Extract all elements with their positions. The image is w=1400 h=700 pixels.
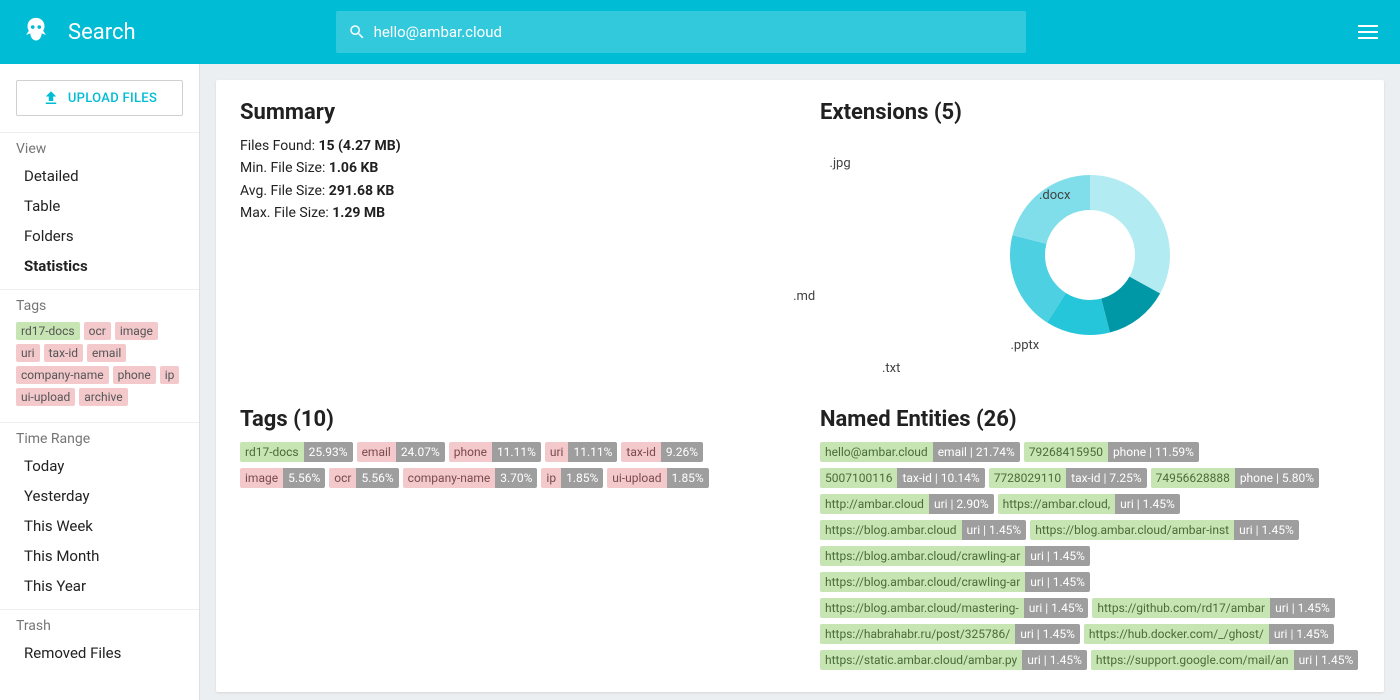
app-logo [16, 12, 56, 52]
summary-panel: Summary Files Found: 15 (4.27 MB)Min. Fi… [240, 100, 780, 375]
chip-https-blog-ambar-cloud[interactable]: https://blog.ambar.clouduri | 1.45% [820, 520, 1026, 540]
nav-item-this-year[interactable]: This Year [0, 571, 199, 601]
nav-item-removed-files[interactable]: Removed Files [0, 638, 199, 668]
extensions-donut-chart: .docx.pptx.txt.md.jpg [820, 135, 1360, 375]
main-content: Summary Files Found: 15 (4.27 MB)Min. Fi… [200, 64, 1400, 700]
tags-title: Tags (10) [240, 407, 780, 432]
donut-slice-docx[interactable] [1090, 175, 1170, 294]
sidebar-tag-image[interactable]: image [115, 322, 158, 340]
chip-https-hub-docker-com-ghost-[interactable]: https://hub.docker.com/_/ghost/uri | 1.4… [1084, 624, 1334, 644]
summary-line: Max. File Size: 1.29 MB [240, 202, 780, 224]
section-trash: Trash [0, 609, 199, 638]
nav-item-table[interactable]: Table [0, 191, 199, 221]
chip-https-github-com-rd17-ambar[interactable]: https://github.com/rd17/ambaruri | 1.45% [1092, 598, 1334, 618]
chip-uri[interactable]: uri11.11% [545, 442, 618, 462]
upload-button[interactable]: UPLOAD FILES [16, 80, 183, 116]
sidebar-tag-uri[interactable]: uri [16, 344, 40, 362]
donut-label-pptx: .pptx [1010, 338, 1039, 353]
sidebar-tag-email[interactable]: email [87, 344, 126, 362]
nav-item-statistics[interactable]: Statistics [0, 251, 199, 281]
chip-email[interactable]: email24.07% [357, 442, 445, 462]
chip-5007100116[interactable]: 5007100116tax-id | 10.14% [820, 468, 985, 488]
nav-item-this-month[interactable]: This Month [0, 541, 199, 571]
sidebar-tag-ocr[interactable]: ocr [84, 322, 111, 340]
donut-label-md: .md [793, 289, 815, 304]
chip-ocr[interactable]: ocr5.56% [329, 468, 398, 488]
extensions-title: Extensions (5) [820, 100, 1360, 125]
donut-label-docx: .docx [1039, 188, 1070, 203]
nav-item-this-week[interactable]: This Week [0, 511, 199, 541]
sidebar-tag-tax-id[interactable]: tax-id [44, 344, 83, 362]
sidebar-tag-ui-upload[interactable]: ui-upload [16, 388, 75, 406]
summary-line: Avg. File Size: 291.68 KB [240, 180, 780, 202]
chip-https-blog-ambar-cloud-mastering-[interactable]: https://blog.ambar.cloud/mastering-uri |… [820, 598, 1088, 618]
upload-icon [42, 89, 60, 107]
sidebar-tag-phone[interactable]: phone [113, 366, 156, 384]
chip-hello-ambar-cloud[interactable]: hello@ambar.cloudemail | 21.74% [820, 442, 1020, 462]
tags-panel: Tags (10) rd17-docs25.93%email24.07%phon… [240, 407, 780, 672]
summary-line: Min. File Size: 1.06 KB [240, 157, 780, 179]
entities-panel: Named Entities (26) hello@ambar.cloudema… [820, 407, 1360, 672]
chip-https-static-ambar-cloud-ambar-py[interactable]: https://static.ambar.cloud/ambar.pyuri |… [820, 650, 1087, 670]
search-icon [348, 23, 366, 41]
chip-https-blog-ambar-cloud-crawling-ar[interactable]: https://blog.ambar.cloud/crawling-aruri … [820, 546, 1090, 566]
entities-title: Named Entities (26) [820, 407, 1360, 432]
donut-label-txt: .txt [882, 361, 900, 376]
chip-http-ambar-cloud[interactable]: http://ambar.clouduri | 2.90% [820, 494, 994, 514]
chip-https-ambar-cloud-[interactable]: https://ambar.cloud,uri | 1.45% [998, 494, 1180, 514]
summary-title: Summary [240, 100, 780, 125]
sidebar-tag-rd17-docs[interactable]: rd17-docs [16, 322, 80, 340]
chip-tax-id[interactable]: tax-id9.26% [621, 442, 703, 462]
app-title: Search [68, 20, 136, 45]
section-view: View [0, 132, 199, 161]
sidebar-tag-archive[interactable]: archive [79, 388, 127, 406]
search-input[interactable] [366, 23, 1014, 41]
summary-line: Files Found: 15 (4.27 MB) [240, 135, 780, 157]
chip-https-blog-ambar-cloud-ambar-inst[interactable]: https://blog.ambar.cloud/ambar-insturi |… [1030, 520, 1299, 540]
upload-label: UPLOAD FILES [68, 91, 157, 106]
section-time: Time Range [0, 422, 199, 451]
chip-79268415950[interactable]: 79268415950phone | 11.59% [1024, 442, 1199, 462]
extensions-panel: Extensions (5) .docx.pptx.txt.md.jpg [820, 100, 1360, 375]
chip-company-name[interactable]: company-name3.70% [403, 468, 538, 488]
search-bar[interactable] [336, 11, 1026, 53]
menu-icon[interactable] [1352, 16, 1384, 48]
sidebar: UPLOAD FILES View DetailedTableFoldersSt… [0, 64, 200, 700]
chip-rd17-docs[interactable]: rd17-docs25.93% [240, 442, 353, 462]
chip-ip[interactable]: ip1.85% [541, 468, 603, 488]
section-tags: Tags [0, 289, 199, 318]
nav-item-detailed[interactable]: Detailed [0, 161, 199, 191]
chip-https-blog-ambar-cloud-crawling-ar[interactable]: https://blog.ambar.cloud/crawling-aruri … [820, 572, 1090, 592]
chip-7728029110[interactable]: 7728029110tax-id | 7.25% [989, 468, 1147, 488]
nav-item-today[interactable]: Today [0, 451, 199, 481]
donut-slice-jpg[interactable] [1013, 175, 1090, 244]
sidebar-tag-company-name[interactable]: company-name [16, 366, 109, 384]
topbar: Search [0, 0, 1400, 64]
chip-image[interactable]: image5.56% [240, 468, 325, 488]
sidebar-tag-ip[interactable]: ip [160, 366, 180, 384]
nav-item-yesterday[interactable]: Yesterday [0, 481, 199, 511]
donut-label-jpg: .jpg [830, 156, 851, 171]
chip-https-habrahabr-ru-post-325786-[interactable]: https://habrahabr.ru/post/325786/uri | 1… [820, 624, 1080, 644]
chip-https-support-google-com-mail-an[interactable]: https://support.google.com/mail/anuri | … [1091, 650, 1358, 670]
sidebar-tag-cloud: rd17-docsocrimage uritax-idemail company-n… [0, 318, 199, 414]
chip-phone[interactable]: phone11.11% [449, 442, 541, 462]
nav-item-folders[interactable]: Folders [0, 221, 199, 251]
chip-74956628888[interactable]: 74956628888phone | 5.80% [1151, 468, 1319, 488]
chip-ui-upload[interactable]: ui-upload1.85% [607, 468, 708, 488]
